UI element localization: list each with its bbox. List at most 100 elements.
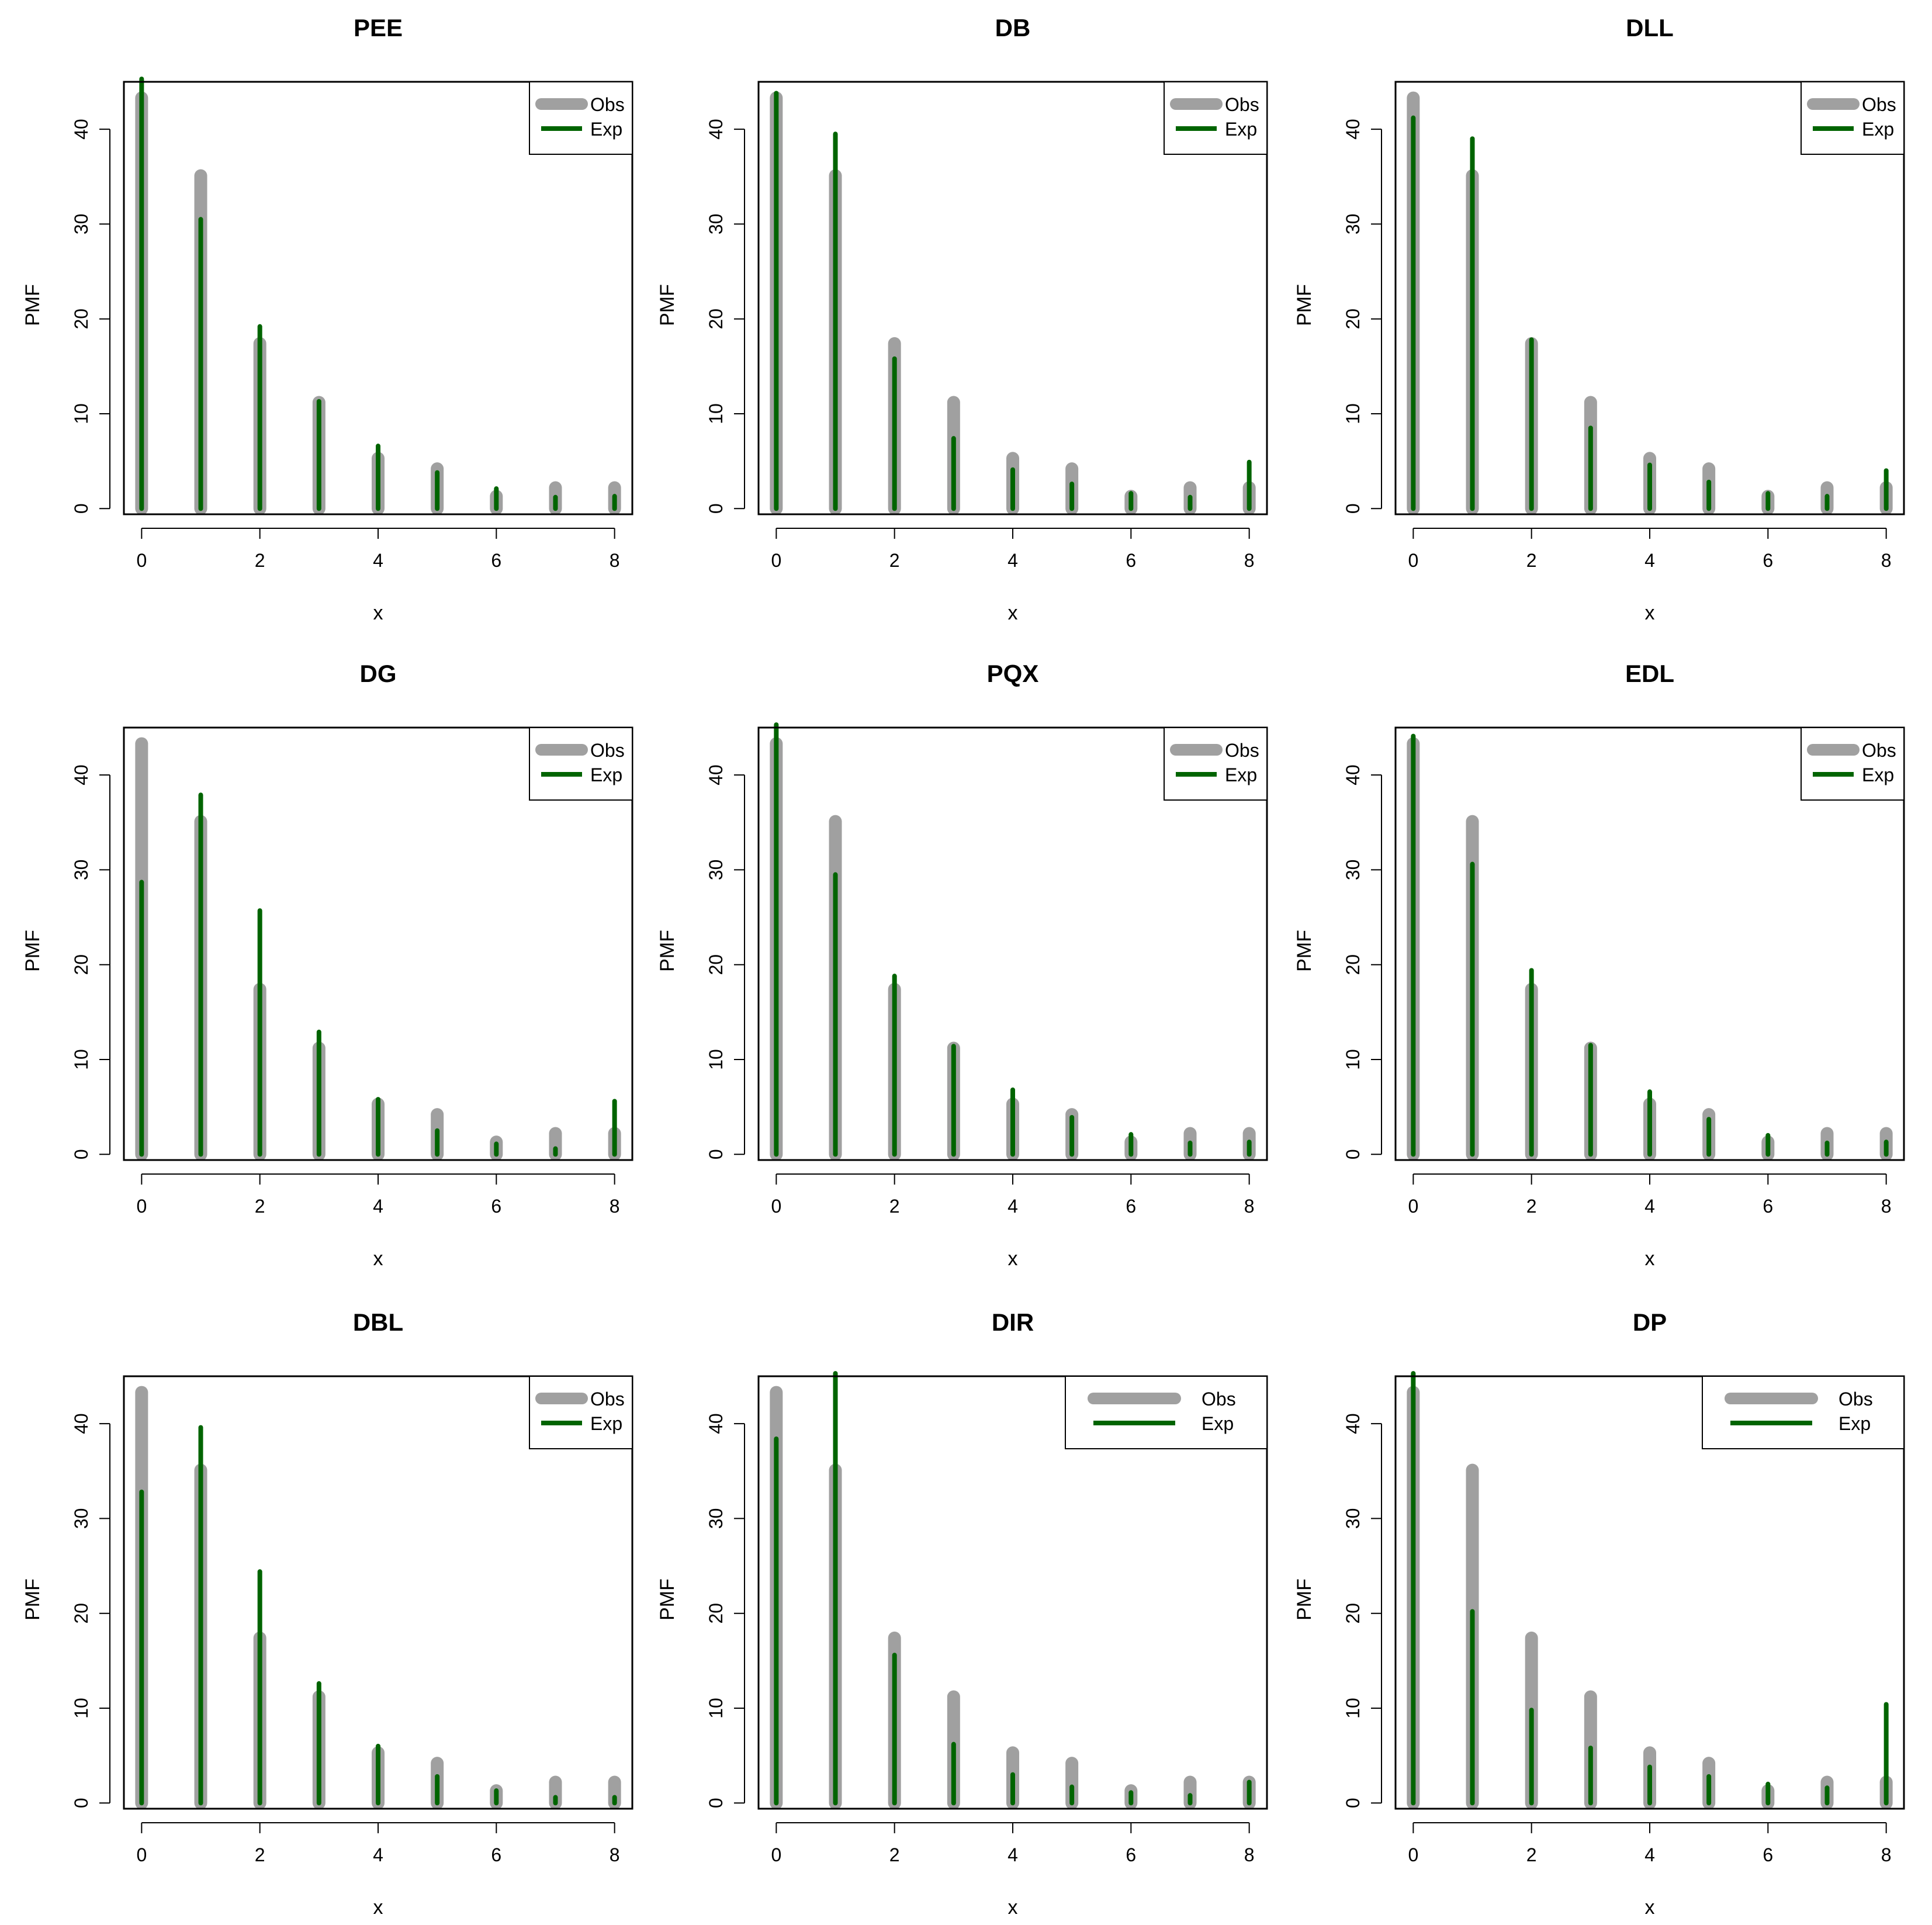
legend-exp-label: Exp [1838,1413,1871,1434]
chart-panel-dir: DIR 0 10 20 30 40 PMF 0 2 4 6 8 x Obs Exp [656,1308,1268,1919]
x-tick-label: 6 [491,1844,501,1865]
x-tick-label: 4 [373,1844,383,1865]
plot-frame [757,1375,1268,1810]
y-axis-label: PMF [656,284,678,326]
legend-box [1065,1376,1268,1449]
x-tick-label: 4 [1007,1196,1018,1217]
y-tick-label: 20 [1342,1603,1363,1624]
chart-title: PQX [987,660,1039,687]
y-tick-label: 30 [705,860,726,881]
plot-frame [123,1375,633,1810]
chart-panel-pqx: PQX 0 10 20 30 40 PMF 0 2 4 6 8 x Obs Exp [656,660,1268,1270]
plot-frame [1394,81,1905,515]
y-tick-label: 30 [1342,214,1363,235]
y-tick-label: 10 [71,1698,92,1719]
plot-frame [1394,1375,1905,1810]
x-tick-label: 0 [771,550,781,571]
y-tick-label: 0 [1342,503,1363,514]
x-tick-label: 8 [1881,1844,1892,1865]
x-tick-label: 6 [1126,1196,1136,1217]
y-tick-label: 40 [1342,764,1363,785]
y-tick-label: 0 [1342,1798,1363,1808]
chart-title: DP [1633,1308,1667,1336]
plot-frame [1394,726,1905,1161]
y-tick-label: 10 [1342,1049,1363,1070]
y-tick-label: 30 [705,214,726,235]
chart-panel-edl: EDL 0 10 20 30 40 PMF 0 2 4 6 8 x Obs Exp [1293,660,1905,1270]
plot-frame [757,726,1268,1161]
chart-panel-dg: DG 0 10 20 30 40 PMF 0 2 4 6 8 x Obs Exp [22,660,633,1270]
x-tick-label: 0 [771,1196,781,1217]
x-axis: 0 2 4 6 8 [136,528,620,571]
legend-box [1801,81,1905,155]
y-tick-label: 40 [71,119,92,140]
legend-box [529,81,633,155]
x-tick-label: 2 [889,1844,900,1865]
legend: Obs Exp [1164,727,1268,801]
legend: Obs Exp [1164,81,1268,155]
legend: Obs Exp [529,727,633,801]
x-axis: 0 2 4 6 8 [771,1822,1255,1865]
chart-panel-pee: PEE 0 10 20 30 40 PMF 0 2 4 6 8 x Obs Exp [22,14,633,624]
legend-exp-label: Exp [590,764,622,785]
y-tick-label: 0 [71,1149,92,1159]
x-tick-label: 8 [1244,1844,1255,1865]
plot-frame [123,726,633,1161]
legend-box [1801,727,1905,801]
x-axis-label: x [1008,602,1018,624]
x-tick-label: 6 [491,1196,501,1217]
y-tick-label: 40 [71,764,92,785]
x-tick-label: 0 [136,1844,147,1865]
x-tick-label: 8 [1244,550,1255,571]
y-axis-label: PMF [1293,1578,1315,1621]
x-tick-label: 0 [1408,1196,1418,1217]
x-axis: 0 2 4 6 8 [136,1173,620,1217]
x-tick-label: 8 [610,550,620,571]
x-tick-label: 4 [373,1196,383,1217]
x-tick-label: 8 [1881,1196,1892,1217]
plot-frame [757,81,1268,515]
y-tick-label: 10 [705,1698,726,1719]
x-axis-label: x [373,1896,383,1919]
y-tick-label: 20 [1342,954,1363,975]
legend-exp-label: Exp [590,1413,622,1434]
x-axis: 0 2 4 6 8 [1408,1173,1892,1217]
legend-obs-label: Obs [1862,94,1896,115]
legend: Obs Exp [529,1376,633,1449]
y-tick-label: 40 [705,1413,726,1434]
y-axis: 0 10 20 30 40 [705,764,745,1159]
x-tick-label: 2 [889,550,900,571]
y-tick-label: 10 [1342,1698,1363,1719]
chart-panel-db: DB 0 10 20 30 40 PMF 0 2 4 6 8 x Obs Exp [656,14,1268,624]
legend: Obs Exp [1801,727,1905,801]
legend-box [529,727,633,801]
legend: Obs Exp [1801,81,1905,155]
chart-title: EDL [1625,660,1674,687]
y-tick-label: 30 [71,1508,92,1529]
x-tick-label: 8 [1881,550,1892,571]
chart-title: DIR [992,1308,1034,1336]
y-axis-label: PMF [22,284,44,326]
x-tick-label: 2 [1526,1196,1537,1217]
x-tick-label: 6 [491,550,501,571]
legend-obs-label: Obs [1202,1389,1236,1410]
y-tick-label: 10 [1342,403,1363,424]
chart-panel-dbl: DBL 0 10 20 30 40 PMF 0 2 4 6 8 x Obs Exp [22,1308,633,1919]
y-tick-label: 0 [1342,1149,1363,1159]
x-axis: 0 2 4 6 8 [771,1173,1255,1217]
x-axis: 0 2 4 6 8 [136,1822,620,1865]
x-tick-label: 0 [771,1844,781,1865]
legend-obs-label: Obs [1838,1389,1873,1410]
y-tick-label: 10 [71,403,92,424]
x-axis: 0 2 4 6 8 [1408,528,1892,571]
x-tick-label: 6 [1763,1196,1773,1217]
y-axis: 0 10 20 30 40 [1342,119,1382,514]
x-tick-label: 8 [1244,1196,1255,1217]
y-tick-label: 40 [1342,1413,1363,1434]
legend-exp-label: Exp [590,119,622,140]
x-tick-label: 2 [1526,550,1537,571]
y-tick-label: 20 [705,309,726,330]
x-axis: 0 2 4 6 8 [771,528,1255,571]
x-axis-label: x [1645,1896,1655,1919]
legend-box [1164,81,1268,155]
